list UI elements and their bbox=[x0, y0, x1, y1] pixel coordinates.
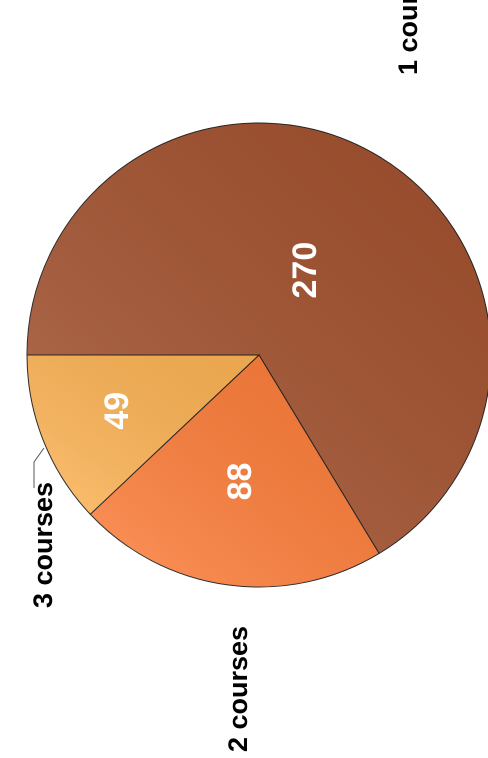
slice-shade bbox=[90, 355, 380, 588]
leader-line bbox=[33, 447, 45, 488]
slice-shade bbox=[27, 355, 259, 515]
value-label: 270 bbox=[286, 242, 324, 299]
slice-shade bbox=[27, 123, 488, 554]
value-label: 88 bbox=[221, 463, 259, 501]
category-label: 1 course bbox=[393, 0, 423, 75]
value-label: 49 bbox=[98, 392, 136, 430]
category-label: 3 courses bbox=[28, 482, 58, 608]
category-label: 2 courses bbox=[223, 626, 253, 752]
